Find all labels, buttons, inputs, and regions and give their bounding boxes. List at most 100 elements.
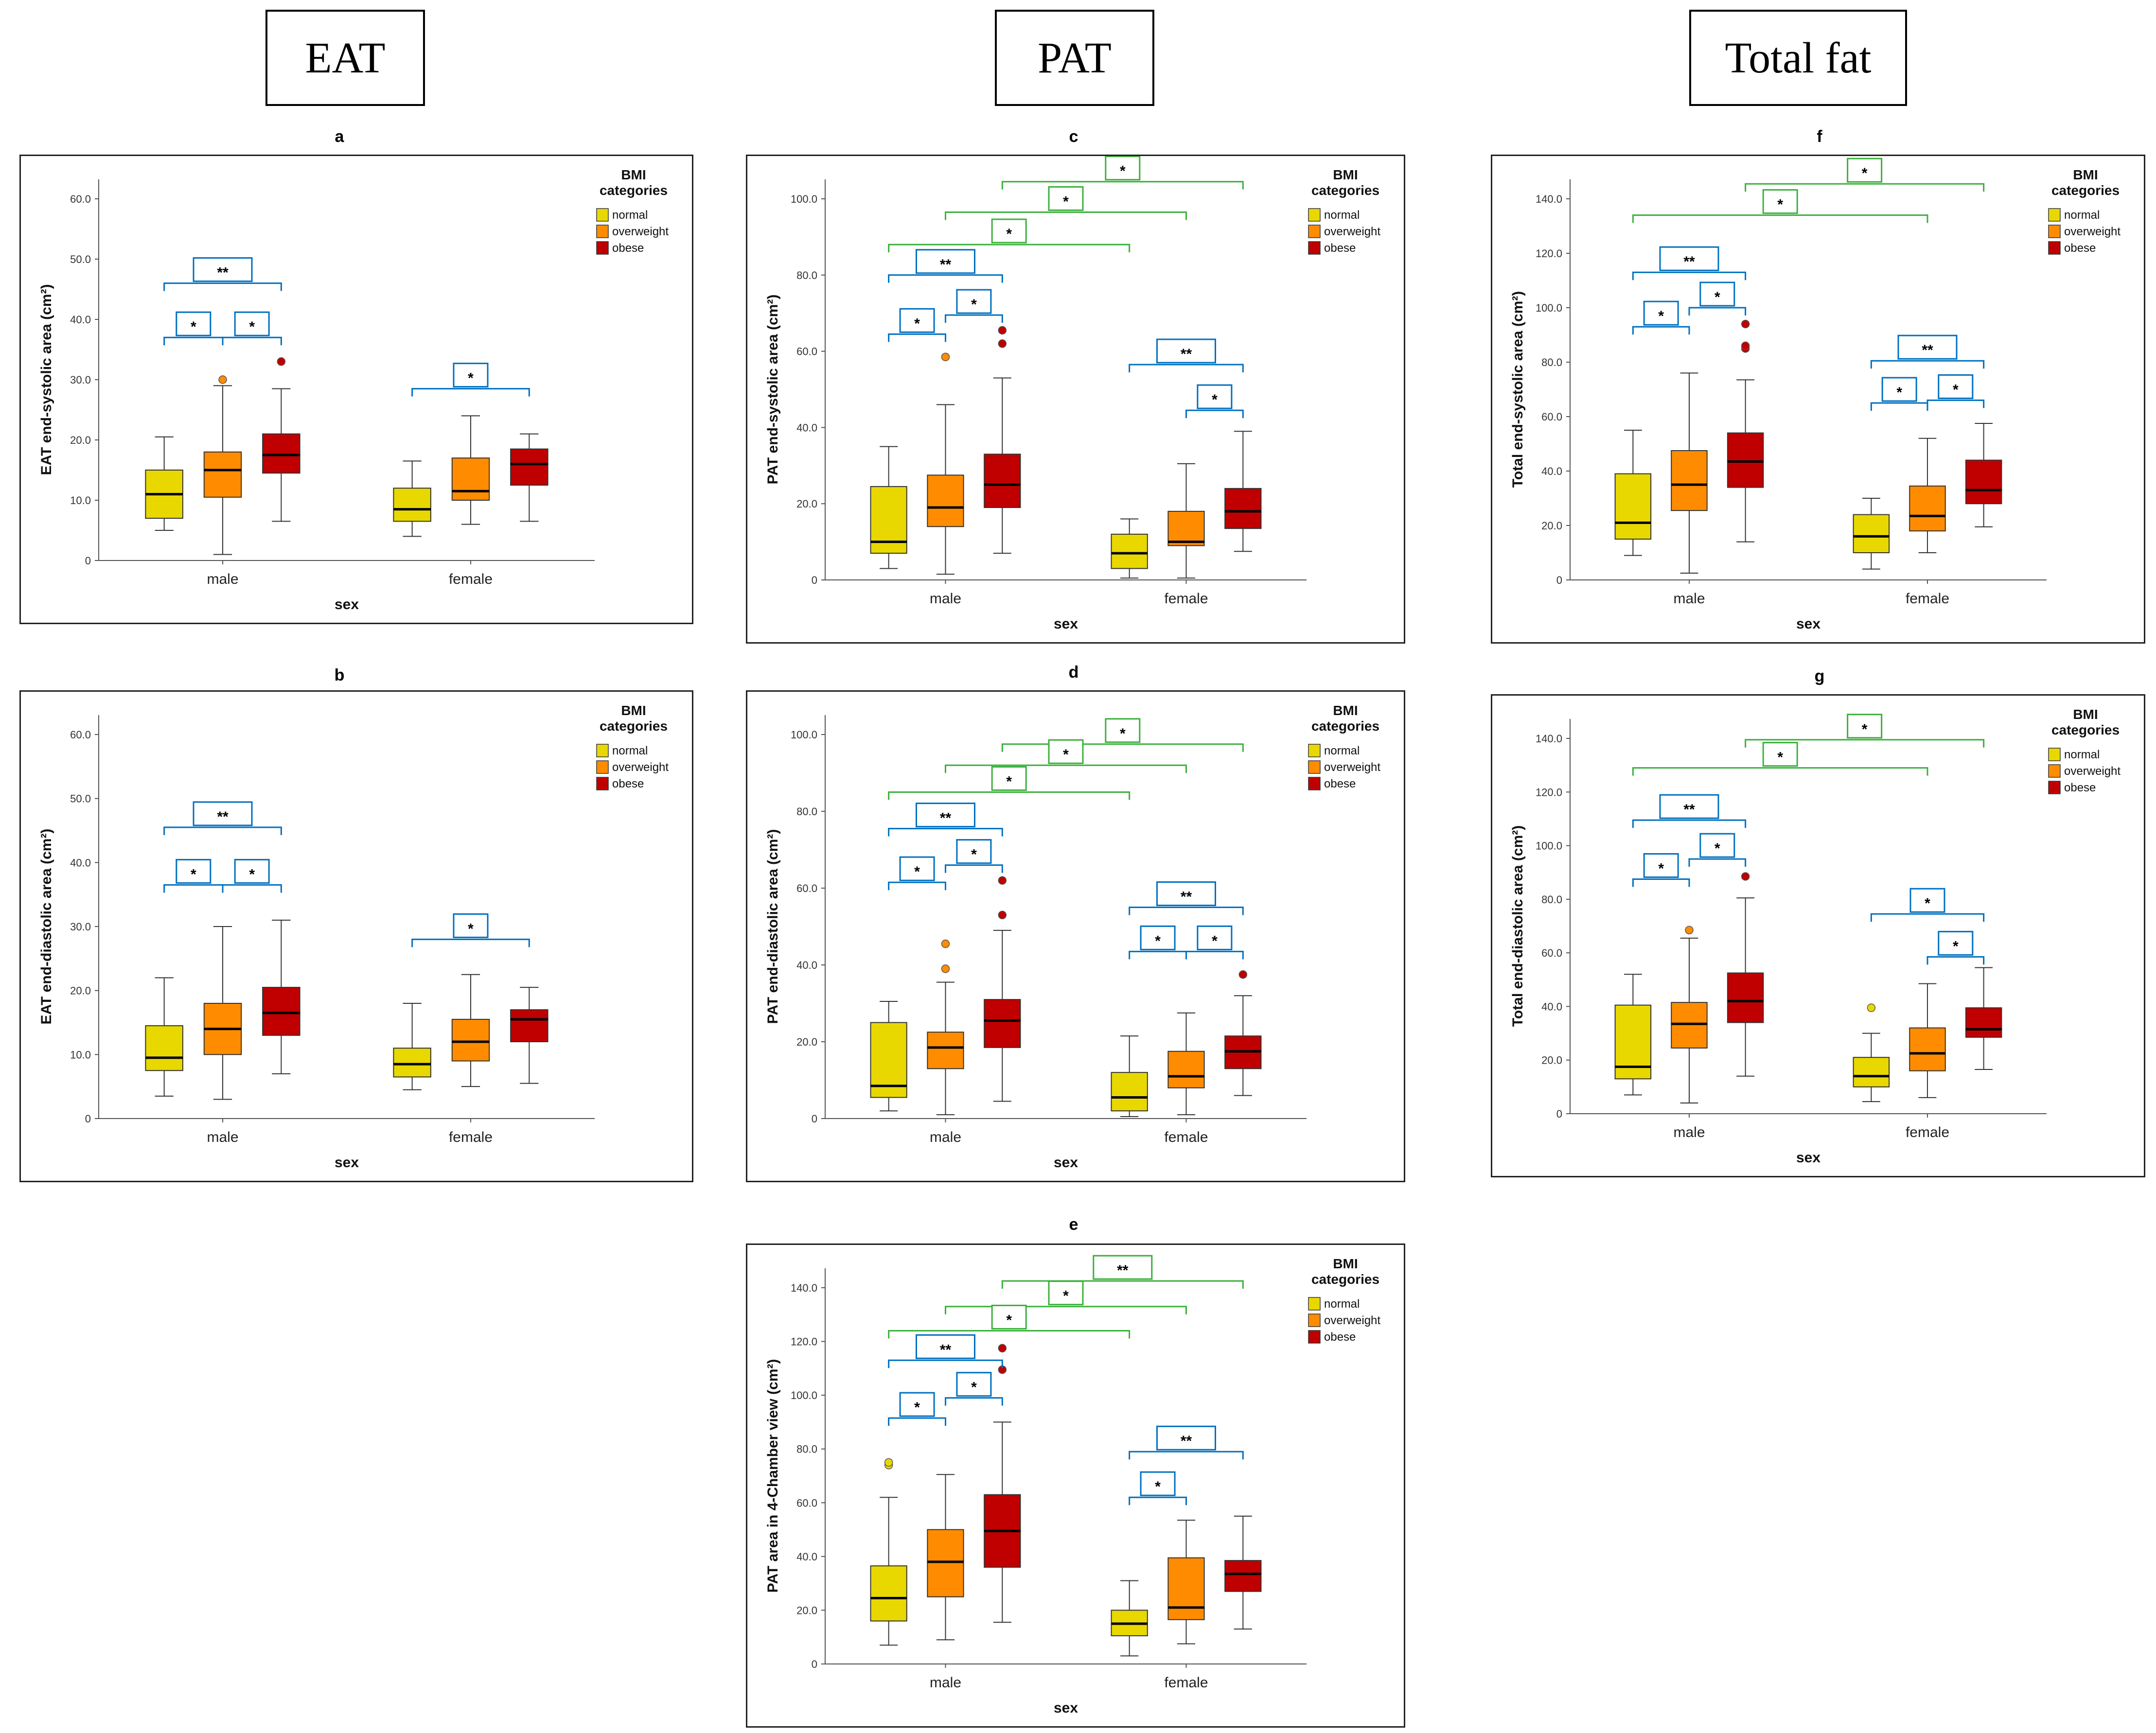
box-iqr xyxy=(1853,1057,1890,1087)
chart-svg: 0 20.0 40.0 60.0 80.0 100.0 120.0 140.0 male fema… xyxy=(1510,158,2121,632)
y-tick-label: 20.0 xyxy=(1541,520,1562,532)
box-male-normal xyxy=(870,1001,907,1112)
significance-label: * xyxy=(1862,165,1868,181)
box-male-obese xyxy=(984,326,1021,554)
bracket-label-box xyxy=(1699,281,1735,307)
significance-bracket: ** xyxy=(163,257,282,291)
significance-bracket: ** xyxy=(1129,881,1244,915)
y-tick-label: 40.0 xyxy=(796,959,817,971)
y-tick-label: 60.0 xyxy=(70,729,91,741)
legend-label-obese: obese xyxy=(612,777,644,790)
outlier-point xyxy=(277,357,286,366)
legend-label-overweight: overweight xyxy=(1324,225,1380,238)
box-female-normal xyxy=(1853,498,1890,570)
significance-label: * xyxy=(1006,774,1012,790)
significance-bracket: * xyxy=(411,913,530,947)
y-tick-label: 50.0 xyxy=(70,253,91,265)
legend-title-line1: BMI xyxy=(1333,167,1358,182)
x-category-label: male xyxy=(207,1129,238,1145)
panel-letter-c: c xyxy=(1069,127,1078,146)
significance-label: * xyxy=(1862,721,1868,737)
y-tick-label: 20.0 xyxy=(70,434,91,446)
y-axis-title: Total end-systolic area (cm²) xyxy=(1510,291,1526,488)
box-female-overweight xyxy=(451,415,490,525)
significance-label: * xyxy=(971,847,977,863)
legend-label-obese: obese xyxy=(2064,781,2096,794)
bracket-line xyxy=(1870,360,1985,369)
box-female-normal xyxy=(1111,1580,1148,1657)
y-tick-label: 60.0 xyxy=(1541,947,1562,959)
legend-title-line1: BMI xyxy=(1333,703,1358,718)
significance-label: * xyxy=(1063,193,1069,210)
box-iqr xyxy=(1671,1002,1708,1049)
box-female-normal xyxy=(393,1003,431,1090)
chart-svg: 0 20.0 40.0 60.0 80.0 100.0 male female sex PAT e… xyxy=(765,703,1380,1171)
bracket-label-box xyxy=(1643,300,1679,326)
significance-label: * xyxy=(1063,747,1069,763)
legend-title-line2: categories xyxy=(1311,183,1379,198)
legend-swatch-obese xyxy=(596,777,609,790)
significance-label: * xyxy=(191,866,196,882)
significance-bracket: * xyxy=(888,1392,946,1426)
box-male-normal xyxy=(870,446,907,569)
bracket-label-box xyxy=(1048,186,1084,211)
x-category-label: female xyxy=(1164,1675,1208,1691)
bracket-label-box xyxy=(916,1334,975,1359)
legend-swatch-overweight xyxy=(1308,1313,1321,1327)
bracket-label-box xyxy=(1140,925,1176,950)
chart-panel-b: 0 10.0 20.0 30.0 40.0 50.0 60.0 male female sex EA… xyxy=(19,690,693,1182)
chart-svg: 0 10.0 20.0 30.0 40.0 50.0 60.0 male female sex EA… xyxy=(38,703,669,1171)
bracket-label-box xyxy=(453,913,489,938)
box-female-overweight xyxy=(451,974,490,1087)
significance-bracket: * xyxy=(888,218,1131,253)
bracket-label-box xyxy=(916,249,975,274)
outlier-point xyxy=(1741,319,1750,329)
box-female-obese xyxy=(1965,967,2002,1070)
bracket-line xyxy=(1926,399,1985,408)
significance-bracket: ** xyxy=(163,801,282,835)
y-tick-label: 20.0 xyxy=(70,985,91,997)
box-male-obese xyxy=(262,919,300,1074)
y-tick-label: 80.0 xyxy=(1541,893,1562,906)
bracket-line xyxy=(163,282,282,291)
box-iqr xyxy=(393,1048,431,1078)
bracket-line xyxy=(945,764,1187,773)
bracket-label-box xyxy=(1659,246,1719,271)
bracket-line xyxy=(222,884,282,893)
bracket-label-box xyxy=(899,308,935,333)
bracket-label-box xyxy=(956,289,992,314)
box-male-normal xyxy=(1614,430,1652,556)
y-tick-label: 80.0 xyxy=(796,1443,817,1455)
significance-label: * xyxy=(468,921,474,937)
y-axis-title: PAT end-systolic area (cm²) xyxy=(765,295,781,485)
box-iqr xyxy=(1224,1560,1262,1592)
outlier-point xyxy=(998,339,1007,348)
legend-title-line1: BMI xyxy=(621,703,646,718)
y-axis-title: PAT end-diastolic area (cm²) xyxy=(765,829,781,1024)
legend-label-overweight: overweight xyxy=(2064,225,2121,238)
panel-letter-f: f xyxy=(1817,127,1822,146)
bracket-line xyxy=(888,274,1003,283)
box-iqr xyxy=(1727,972,1764,1023)
bracket-line xyxy=(945,211,1187,220)
x-category-label: female xyxy=(1164,1129,1208,1145)
chart-panel-g: 0 20.0 40.0 60.0 80.0 100.0 120.0 140.0 male fema… xyxy=(1491,694,2145,1177)
significance-bracket: * xyxy=(1632,300,1690,335)
significance-label: ** xyxy=(1181,346,1192,362)
box-iqr xyxy=(262,987,300,1036)
y-tick-label: 40.0 xyxy=(796,421,817,434)
significance-bracket: * xyxy=(1870,377,1928,411)
bracket-line xyxy=(1185,409,1244,419)
y-tick-label: 0 xyxy=(812,1658,817,1670)
legend-swatch-obese xyxy=(1308,777,1321,790)
significance-label: * xyxy=(971,1380,977,1396)
box-iqr xyxy=(1909,485,1946,532)
significance-label: ** xyxy=(1117,1262,1129,1278)
box-iqr xyxy=(145,1025,183,1071)
y-tick-label: 0 xyxy=(812,574,817,586)
bracket-label-box xyxy=(991,766,1027,791)
bracket-line xyxy=(1632,878,1690,887)
legend-swatch-overweight xyxy=(1308,760,1321,774)
